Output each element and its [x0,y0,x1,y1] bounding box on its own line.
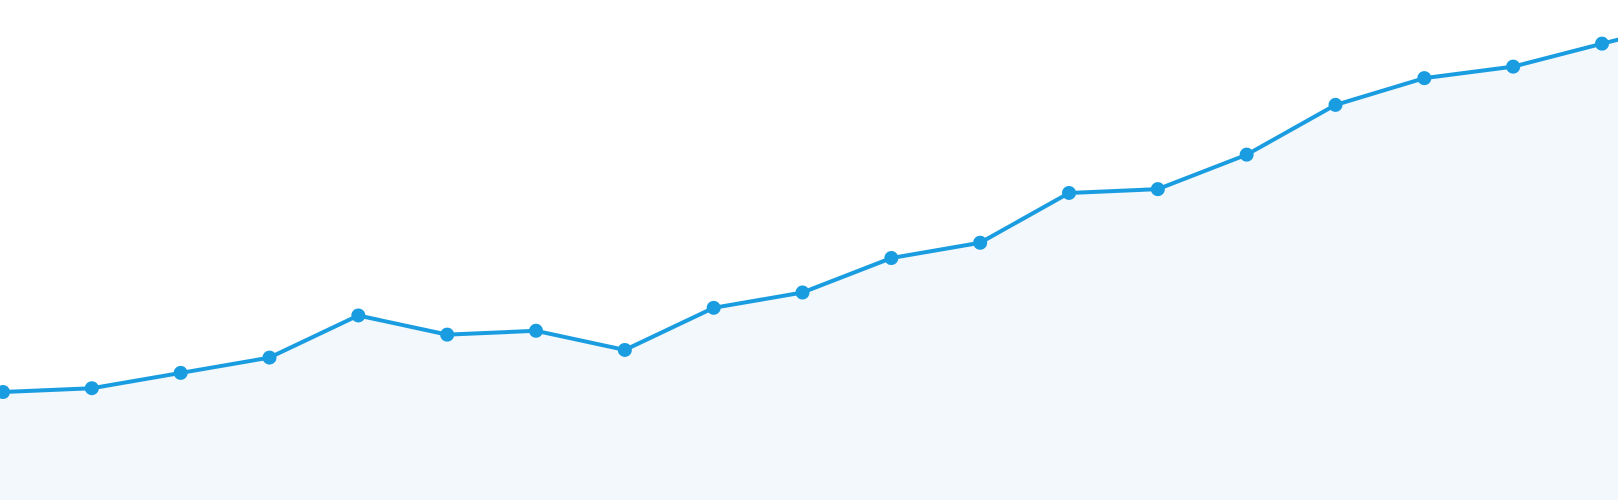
data-point[interactable] [1328,97,1343,112]
data-point[interactable] [973,235,988,250]
data-point[interactable] [1150,182,1165,197]
data-point[interactable] [884,251,899,266]
data-point[interactable] [617,342,632,357]
data-point[interactable] [0,385,10,400]
data-point[interactable] [1417,71,1432,86]
data-point[interactable] [173,365,188,380]
data-point[interactable] [262,350,277,365]
data-point[interactable] [529,323,543,338]
data-point[interactable] [351,308,366,323]
area-fill [0,39,1618,500]
data-points-layer [0,36,1609,400]
data-point[interactable] [1506,59,1521,74]
data-point[interactable] [706,300,721,315]
data-point[interactable] [440,327,455,342]
data-point[interactable] [84,381,99,396]
area-fill-layer [0,39,1618,500]
data-point[interactable] [795,285,810,300]
data-point[interactable] [1062,185,1076,200]
data-point[interactable] [1239,147,1254,162]
data-point[interactable] [1595,36,1609,51]
